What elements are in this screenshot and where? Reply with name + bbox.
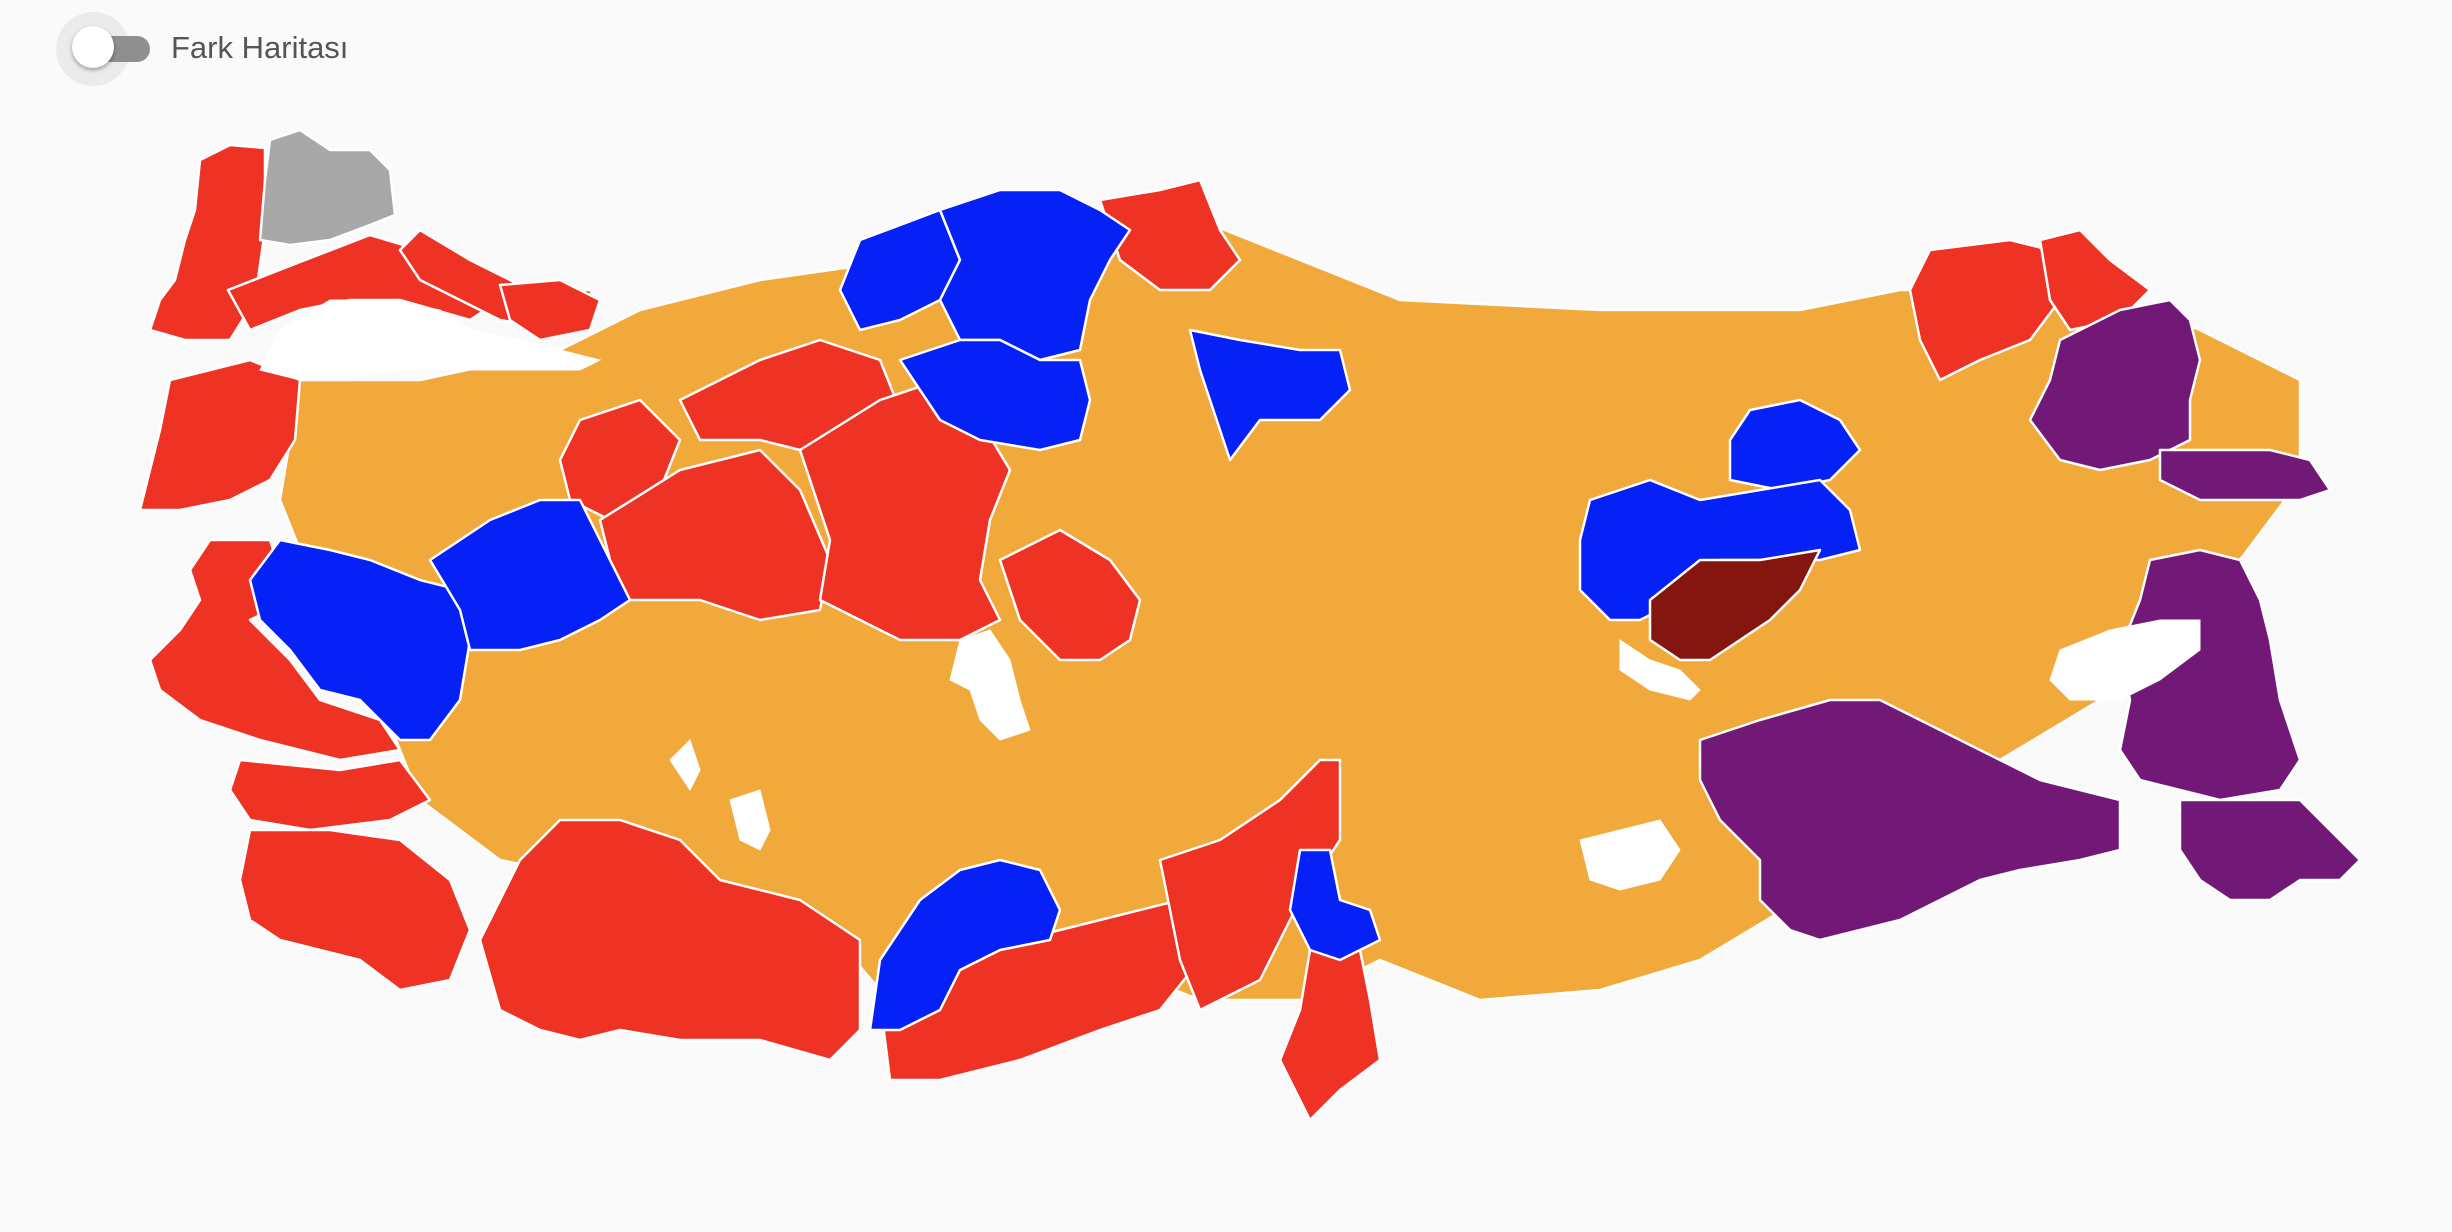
province-artvin[interactable] [2038,228,2152,332]
lake-egirdir [669,739,701,791]
province-tunceli[interactable] [1648,548,1822,662]
province-bayburt[interactable] [1728,398,1862,492]
lake-keban-ataturk [1579,819,1681,891]
province-osmaniye[interactable] [1288,848,1382,962]
province-igdir[interactable] [2158,448,2332,502]
province-hatay[interactable] [1278,948,1382,1122]
province-aydin[interactable] [228,758,432,832]
province-kocaeli-yalova[interactable] [498,278,602,342]
province-cankiri[interactable] [898,338,1092,452]
lake-tuz [949,629,1031,741]
lake-keban-small [1619,639,1701,701]
toggle-thumb[interactable] [72,26,114,68]
top-bar: Fark Haritası [0,0,2452,100]
province-manisa[interactable] [248,538,472,742]
province-ardahan-kars[interactable] [2028,298,2202,472]
province-kastamonu[interactable] [938,188,1132,362]
province-siirt-batman-mardin[interactable] [1698,698,2122,942]
fark-haritasi-toggle[interactable] [56,12,158,86]
lake-beysehir [729,789,771,851]
province-antalya[interactable] [478,818,862,1062]
province-hakkari[interactable] [2178,798,2362,902]
province-kutahya[interactable] [428,498,632,652]
province-rize-trabzon[interactable] [1908,238,2062,382]
toggle-label: Fark Haritası [171,30,349,65]
province-amasya[interactable] [1188,328,1352,462]
province-kirsehir[interactable] [998,528,1142,662]
province-mugla[interactable] [238,828,472,992]
lake-marmara-sea [259,299,602,381]
province-karaman[interactable] [868,858,1062,1032]
province-canakkale[interactable] [138,358,302,512]
province-kirklareli[interactable] [258,128,397,247]
lake-van [2049,619,2201,701]
